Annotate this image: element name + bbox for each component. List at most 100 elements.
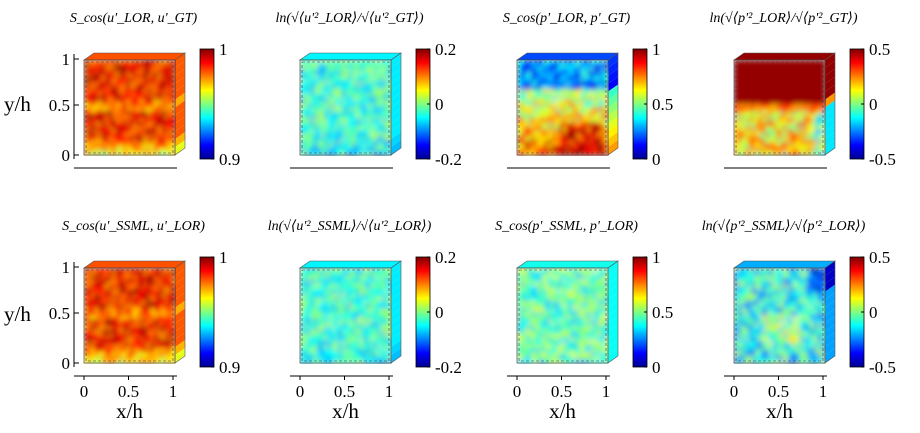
colorbar-tick-label: 1 [219,248,228,267]
y-axis: 10.50 [49,258,79,373]
box-top-face [733,52,836,61]
heatmap-panel-2-1: S_cos(u'_SSML, u'_LOR)10.500 0.5 1x/h10.9 [49,219,241,423]
colorbar-tick-label: 0.5 [652,95,673,114]
inner-frame [735,61,824,154]
panel-title: ln(√⟨p'²_LOR⟩/√⟨p'²_GT⟩) [709,11,857,26]
colorbar: 0.5 0 -0.5 [849,248,896,377]
y-axis-label-row-2: y/h [4,302,31,326]
box-side-face [824,52,836,156]
heatmap-panel-1-3: S_cos(p'_LOR, p'_GT)10.50 [503,11,673,169]
x-tick-label: 1 [602,382,611,401]
colorbar-tick-label: 0.5 [869,248,890,267]
box-side-face [174,52,186,156]
colorbar-tick-label: 1 [652,40,661,59]
x-tick-label: 1 [385,382,394,401]
heatmap-panel-2-4: ln(√⟨p'²_SSML⟩/√⟨p'²_LOR⟩)0 0.5 1x/h0.50-0… [702,219,896,423]
x-tick-label: 0.5 [768,382,789,401]
box-side-face [607,260,619,364]
x-axis-label: x/h [332,399,359,423]
inner-frame [518,269,607,362]
front-face-border [83,267,176,364]
panel-title: ln(√⟨p'²_SSML⟩/√⟨p'²_LOR⟩) [702,219,866,234]
x-tick-label: 0.5 [334,382,355,401]
colorbar-tick-label: 0.5 [652,303,673,322]
colorbar-tick-label: -0.2 [435,358,462,377]
front-face-border [83,59,176,156]
box-top-face [299,52,402,61]
panel-title: ln(√⟨u'²_LOR⟩/√⟨u'²_GT⟩) [275,11,423,26]
box-top-face [516,52,619,61]
x-tick-label: 0 [296,382,305,401]
x-tick-label: 1 [819,382,828,401]
colorbar: 10.50 [632,248,673,377]
x-axis: 0 0.5 1 x/h [724,375,828,423]
x-tick-label: 0.5 [118,382,139,401]
colorbar-tick-label: 0 [435,303,444,322]
y-axis-label-row-1: y/h [4,92,31,116]
x-axis: 0 0.5 1 x/h [74,375,178,423]
front-face-border [299,59,392,156]
inner-frame [301,61,390,154]
panel-title: S_cos(u'_LOR, u'_GT) [70,11,198,26]
inner-frame [735,269,824,362]
colorbar-tick-label: 0.9 [219,150,240,169]
colorbar: 10.50 [632,40,673,169]
colorbar-tick-label: 1 [219,40,228,59]
x-axis: 0 0.5 1 x/h [507,375,611,423]
x-tick-label: 0 [513,382,522,401]
box-top-face [299,260,402,269]
colorbar-tick-label: 0 [869,95,878,114]
box-side-face [390,260,402,364]
x-axis-label: x/h [549,399,576,423]
colorbar-tick-label: -0.5 [869,150,896,169]
x-axis-label: x/h [116,399,143,423]
heatmap-panel-1-2: ln(√⟨u'²_LOR⟩/√⟨u'²_GT⟩) 0.2 0 -0.2 [275,11,461,169]
y-axis: 10.50 [49,50,79,165]
x-tick-label: 1 [169,382,178,401]
front-face-border [516,267,609,364]
heatmap-field [734,268,826,364]
inner-frame [301,269,390,362]
heatmap-field [84,268,176,364]
colorbar-tick-label: 1 [652,248,661,267]
front-face-border [299,267,392,364]
box-side-face [390,52,402,156]
heatmap-panel-2-2: ln(√⟨u'²_SSML⟩/√⟨u'²_LOR⟩) 0 0.5 1 x/h 0.2 0 -0… [268,219,462,423]
x-axis: 0 0.5 1 x/h [290,375,394,423]
colorbar-tick-label: 0.9 [219,358,240,377]
front-face-border [733,267,826,364]
y-tick-label: 0.5 [49,96,70,115]
front-face-border [516,59,609,156]
x-tick-label: 0 [730,382,739,401]
colorbar-tick-label: 0.2 [435,248,456,267]
panel-title: S_cos(p'_SSML, p'_LOR) [495,219,638,234]
panel-title: S_cos(p'_LOR, p'_GT) [503,11,631,26]
y-tick-label: 0.5 [49,304,70,323]
heatmap-panel-2-3: S_cos(p'_SSML, p'_LOR) 0 0.5 1 x/h 10.50 [495,219,673,423]
heatmap-field [517,60,609,156]
heatmap-field [517,268,609,364]
colorbar: 10.9 [199,248,240,377]
inner-frame [518,61,607,154]
colorbar-tick-label: 0 [869,303,878,322]
y-tick-label: 0 [62,354,71,373]
box-top-face [733,260,836,269]
box-side-face [174,260,186,364]
inner-frame [85,61,174,154]
x-tick-label: 0.5 [551,382,572,401]
panel-title: S_cos(u'_SSML, u'_LOR) [62,219,205,234]
panel-title: ln(√⟨u'²_SSML⟩/√⟨u'²_LOR⟩) [268,219,432,234]
box-top-face [516,260,619,269]
box-side-face [824,260,836,364]
colorbar: 0.2 0 -0.2 [415,40,462,169]
colorbar-tick-label: 0 [652,150,661,169]
colorbar: 0.5 0 -0.5 [849,40,896,169]
colorbar-tick-label: 0 [435,95,444,114]
y-tick-label: 0 [62,146,71,165]
x-axis-label: x/h [766,399,793,423]
heatmap-field [300,60,392,156]
heatmap-field [300,268,392,364]
heatmap-field [734,60,826,156]
box-top-face [83,260,186,269]
